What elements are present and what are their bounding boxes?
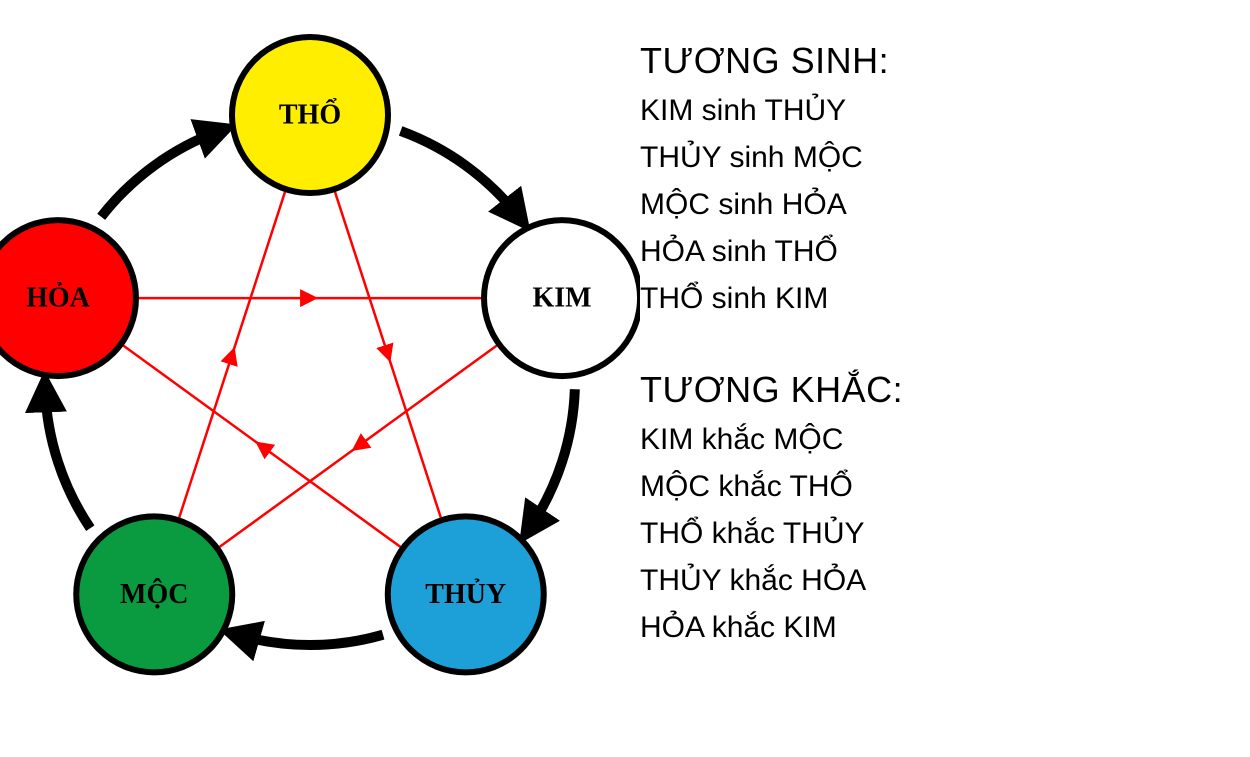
overcoming-arrow-tail [232,189,286,355]
element-label-kim: KIM [532,283,591,314]
overcoming-arrow-tail [388,355,442,521]
rule-line: MỘC khắc THỔ [640,464,1230,509]
rule-line: THỦY sinh MỘC [640,135,1230,180]
rule-line: KIM sinh THỦY [640,88,1230,133]
generating-arc [45,389,90,528]
five-elements-diagram: THỔ KIM THỦY MỘC HỎA [0,0,640,757]
rule-line: THỔ sinh KIM [640,276,1230,321]
overcoming-arrow-tail [217,446,358,548]
overcoming-arrow [358,344,499,446]
element-label-moc: MỘC [120,579,188,610]
overcoming-arrow [178,355,232,521]
tuong-sinh-list: KIM sinh THỦYTHỦY sinh MỘCMỘC sinh HỎAHỎ… [640,88,1230,321]
overcoming-arrow [262,446,403,548]
element-label-tho: THỔ [279,98,341,130]
element-label-thuy: THỦY [425,579,506,610]
tuong-khac-list: KIM khắc MỘCMỘC khắc THỔTHỔ khắc THỦYTHỦ… [640,417,1230,650]
tuong-sinh-title: TƯƠNG SINH: [640,40,1230,82]
rule-line: THỔ khắc THỦY [640,511,1230,556]
page-container: THỔ KIM THỦY MỘC HỎA TƯƠNG SINH: KIM sinh TH… [0,0,1250,757]
tuong-khac-title: TƯƠNG KHẮC: [640,369,1230,411]
generating-arc [401,131,519,217]
element-label-hoa: HỎA [26,283,91,314]
rule-line: KIM khắc MỘC [640,417,1230,462]
overcoming-arrow [334,189,388,355]
generating-arc [237,635,383,645]
rule-line: THỦY khắc HỎA [640,558,1230,603]
rule-line: HỎA khắc KIM [640,605,1230,650]
rule-line: HỎA sinh THỔ [640,229,1230,274]
rules-panel: TƯƠNG SINH: KIM sinh THỦYTHỦY sinh MỘCMỘ… [640,0,1250,757]
generating-arc [101,131,219,217]
generating-arc [530,389,575,528]
overcoming-arrow-tail [121,344,262,446]
rule-line: MỘC sinh HỎA [640,182,1230,227]
